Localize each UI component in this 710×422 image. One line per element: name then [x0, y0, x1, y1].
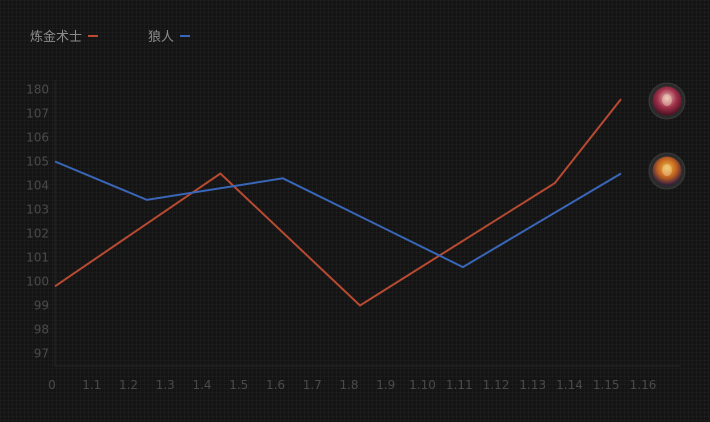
y-tick-label: 106 [26, 131, 49, 145]
x-tick-label: 1.8 [339, 378, 358, 392]
legend-item-alchemist[interactable]: 炼金术士 [30, 26, 99, 45]
x-tick-label: 1.11 [446, 378, 473, 392]
y-tick-label: 99 [34, 299, 49, 313]
x-tick-label: 1.6 [266, 378, 285, 392]
legend-label-lycan: 狼人 [148, 30, 175, 45]
y-tick-label: 97 [34, 347, 49, 361]
y-tick-label: 103 [26, 203, 49, 217]
alchemist-portrait-icon[interactable] [648, 82, 686, 120]
x-tick-label: 1.14 [556, 378, 583, 392]
x-tick-label: 1.12 [483, 378, 510, 392]
x-tick-label: 1.7 [303, 378, 322, 392]
x-tick-label: 1.16 [630, 378, 657, 392]
x-tick-label: 1.15 [593, 378, 620, 392]
x-tick-label: 1.1 [82, 378, 101, 392]
y-tick-label: 107 [26, 107, 49, 121]
lycan-portrait-icon[interactable] [648, 152, 686, 190]
y-tick-label: 98 [34, 323, 49, 337]
y-tick-label: 102 [26, 227, 49, 241]
x-tick-label: 1.10 [409, 378, 436, 392]
legend-label-alchemist: 炼金术士 [30, 30, 83, 45]
legend-swatch-alchemist [88, 34, 99, 37]
y-tick-label: 101 [26, 251, 49, 265]
y-tick-label: 105 [26, 155, 49, 169]
series-line-lycan[interactable] [54, 160, 622, 269]
legend-item-lycan[interactable]: 狼人 [148, 26, 191, 45]
y-tick-label: 104 [26, 179, 49, 193]
chart-legend: 炼金术士 狼人 [30, 26, 240, 45]
x-tick-label: 1.3 [156, 378, 175, 392]
x-tick-label: 1.4 [192, 378, 211, 392]
legend-swatch-lycan [180, 34, 191, 37]
y-tick-label: 180 [26, 83, 49, 97]
x-tick-label: 0 [48, 378, 56, 392]
x-tick-label: 1.5 [229, 378, 248, 392]
x-tick-label: 1.9 [376, 378, 395, 392]
x-tick-label: 1.2 [119, 378, 138, 392]
x-tick-label: 1.13 [519, 378, 546, 392]
series-line-alchemist[interactable] [54, 98, 622, 307]
y-tick-label: 100 [26, 275, 49, 289]
